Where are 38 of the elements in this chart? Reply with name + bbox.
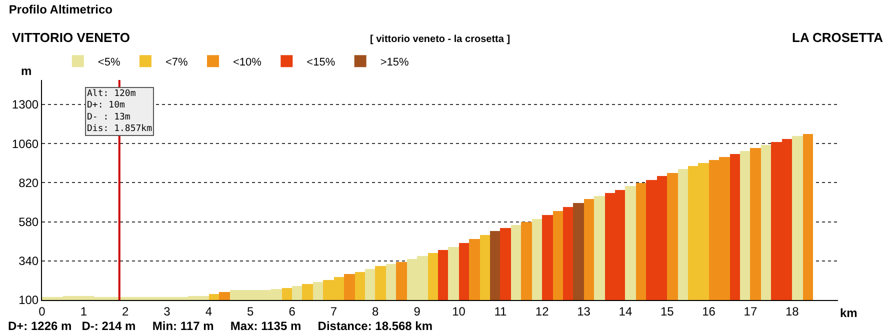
- x-tick-label: 14: [618, 304, 632, 318]
- chart-subtitle: [ vittorio veneto - la crosetta ]: [370, 34, 510, 45]
- x-tick-label: 18: [785, 304, 800, 318]
- y-tick-label: 100: [18, 293, 39, 308]
- x-tick-label: 7: [330, 304, 338, 318]
- text: VITTORIO VENETO: [12, 30, 130, 45]
- legend-label: <10%: [233, 56, 262, 68]
- y-tick-label: 340: [18, 254, 39, 268]
- legend-label: <15%: [306, 56, 336, 68]
- x-tick-label: 1: [80, 304, 88, 318]
- x-tick-label: 5: [247, 304, 254, 318]
- x-tick-label: 10: [452, 304, 466, 318]
- x-tick-label: 4: [205, 304, 212, 318]
- legend-label: >15%: [380, 56, 409, 68]
- x-tick-label: 16: [702, 304, 716, 318]
- x-tick-label: 2: [122, 304, 130, 318]
- x-tick-label: 3: [164, 304, 171, 318]
- legend-label: <5%: [98, 56, 120, 68]
- x-tick-label: 15: [660, 304, 674, 318]
- y-tick-label: 1060: [12, 136, 39, 151]
- x-tick-label: 12: [535, 304, 550, 318]
- x-tick-label: 8: [372, 304, 380, 318]
- x-tick-label: 11: [494, 304, 507, 318]
- y-tick-label: 820: [18, 176, 39, 190]
- y-tick-label: 1300: [12, 98, 39, 112]
- x-tick-label: 9: [414, 304, 421, 318]
- text: D+: 1226 m D-: 214 m Min: 117 m Max: 1135 m Distance: 18.568 km: [8, 319, 433, 333]
- x-axis-title: km: [840, 306, 858, 320]
- y-axis-title: m: [21, 64, 32, 78]
- x-tick-label: 0: [38, 304, 46, 318]
- y-tick-label: 580: [18, 214, 39, 229]
- legend-label: <7%: [165, 56, 188, 68]
- text: LA CROSETTA: [792, 30, 884, 45]
- x-tick-label: 13: [577, 304, 591, 318]
- x-tick-label: 17: [744, 304, 758, 318]
- ref-line-label: Alt: 120m D+: 10m D- : 13m Dis: 1.857km: [87, 89, 152, 134]
- x-tick-label: 6: [288, 304, 296, 318]
- chart-title: Profilo Altimetrico: [8, 2, 113, 16]
